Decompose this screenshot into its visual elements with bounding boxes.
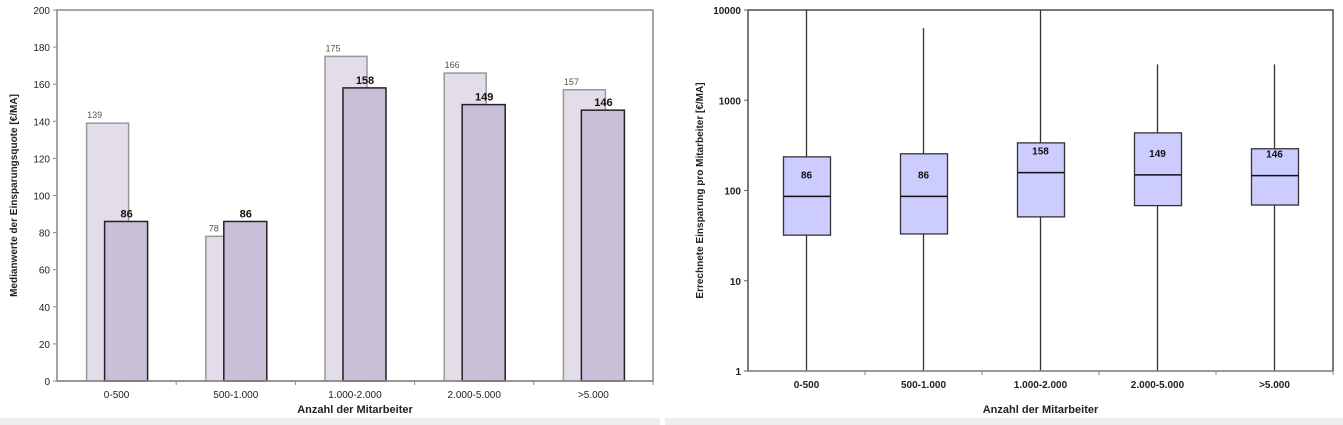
- bar-series-2: [103, 220, 149, 382]
- y-tick-label: 10000: [713, 6, 741, 17]
- y-tick-label: 200: [33, 6, 50, 17]
- y-tick-label: 100: [724, 187, 741, 198]
- median-label: 149: [1149, 149, 1166, 160]
- bottom-strip: [665, 418, 1343, 425]
- median-label: 86: [918, 170, 930, 181]
- bar-chart: 0 20 40 60 80 100 120 140 160 180 200 0-500 139 86 500…: [0, 6, 660, 425]
- y-tick-label: 40: [39, 303, 51, 314]
- median-label: 86: [801, 170, 813, 181]
- median-label: 158: [1032, 147, 1049, 158]
- y-tick-label: 160: [33, 80, 50, 91]
- data-label-series-2: 146: [594, 97, 612, 109]
- y-tick-label: 180: [33, 43, 50, 54]
- x-tick-label: >5.000: [578, 390, 609, 401]
- x-tick-label: 2.000-5.000: [448, 390, 502, 401]
- y-axis-title: Medianwerte der Einsparungsquote [€/MA]: [9, 94, 20, 297]
- x-axis-title: Anzahl der Mitarbeiter: [983, 404, 1099, 416]
- data-label-series-1: 166: [445, 60, 460, 70]
- y-tick-label: 1000: [719, 96, 742, 107]
- x-tick-label: 1.000-2.000: [328, 390, 382, 401]
- bar-series-2: [223, 220, 268, 382]
- data-label-series-2: 158: [356, 75, 374, 87]
- box: [1016, 142, 1066, 218]
- x-tick-label: 1.000-2.000: [1014, 380, 1068, 391]
- box: [1250, 148, 1300, 206]
- y-axis-title: Errechnete Einsparung pro Mitarbeiter [€…: [695, 82, 706, 298]
- y-tick-label: 140: [33, 117, 50, 128]
- x-tick-label: >5.000: [1259, 380, 1290, 391]
- y-tick-label: 80: [39, 229, 51, 240]
- data-label-series-2: 86: [120, 208, 132, 220]
- box: [899, 153, 949, 235]
- data-label-series-1: 78: [209, 223, 219, 233]
- data-label-series-2: 86: [240, 208, 252, 220]
- data-label-series-1: 157: [564, 77, 579, 87]
- y-tick-label: 1: [735, 367, 741, 378]
- x-tick-label: 0-500: [794, 380, 820, 391]
- y-tick-label: 0: [44, 377, 50, 388]
- box: [1133, 132, 1183, 207]
- median-label: 146: [1266, 150, 1283, 161]
- bar-series-2: [580, 109, 626, 382]
- data-label-series-1: 139: [87, 110, 102, 120]
- x-tick-label: 500-1.000: [901, 380, 946, 391]
- x-tick-label: 2.000-5.000: [1131, 380, 1185, 391]
- y-tick-label: 10: [730, 277, 742, 288]
- data-label-series-2: 149: [475, 92, 493, 104]
- data-label-series-1: 175: [325, 43, 340, 53]
- bar-series-2: [342, 87, 387, 382]
- x-tick-label: 0-500: [104, 390, 130, 401]
- y-tick-label: 60: [39, 266, 51, 277]
- y-tick-label: 120: [33, 154, 50, 165]
- bar-series-2: [461, 103, 506, 382]
- y-tick-label: 100: [33, 192, 50, 203]
- bottom-strip: [0, 418, 660, 425]
- y-tick-label: 20: [39, 340, 51, 351]
- box-plot-chart: 1 10 100 1000 10000 0-500 86 500-1.000 86 1.000-2…: [665, 6, 1343, 425]
- x-axis-title: Anzahl der Mitarbeiter: [297, 404, 413, 416]
- x-tick-label: 500-1.000: [213, 390, 258, 401]
